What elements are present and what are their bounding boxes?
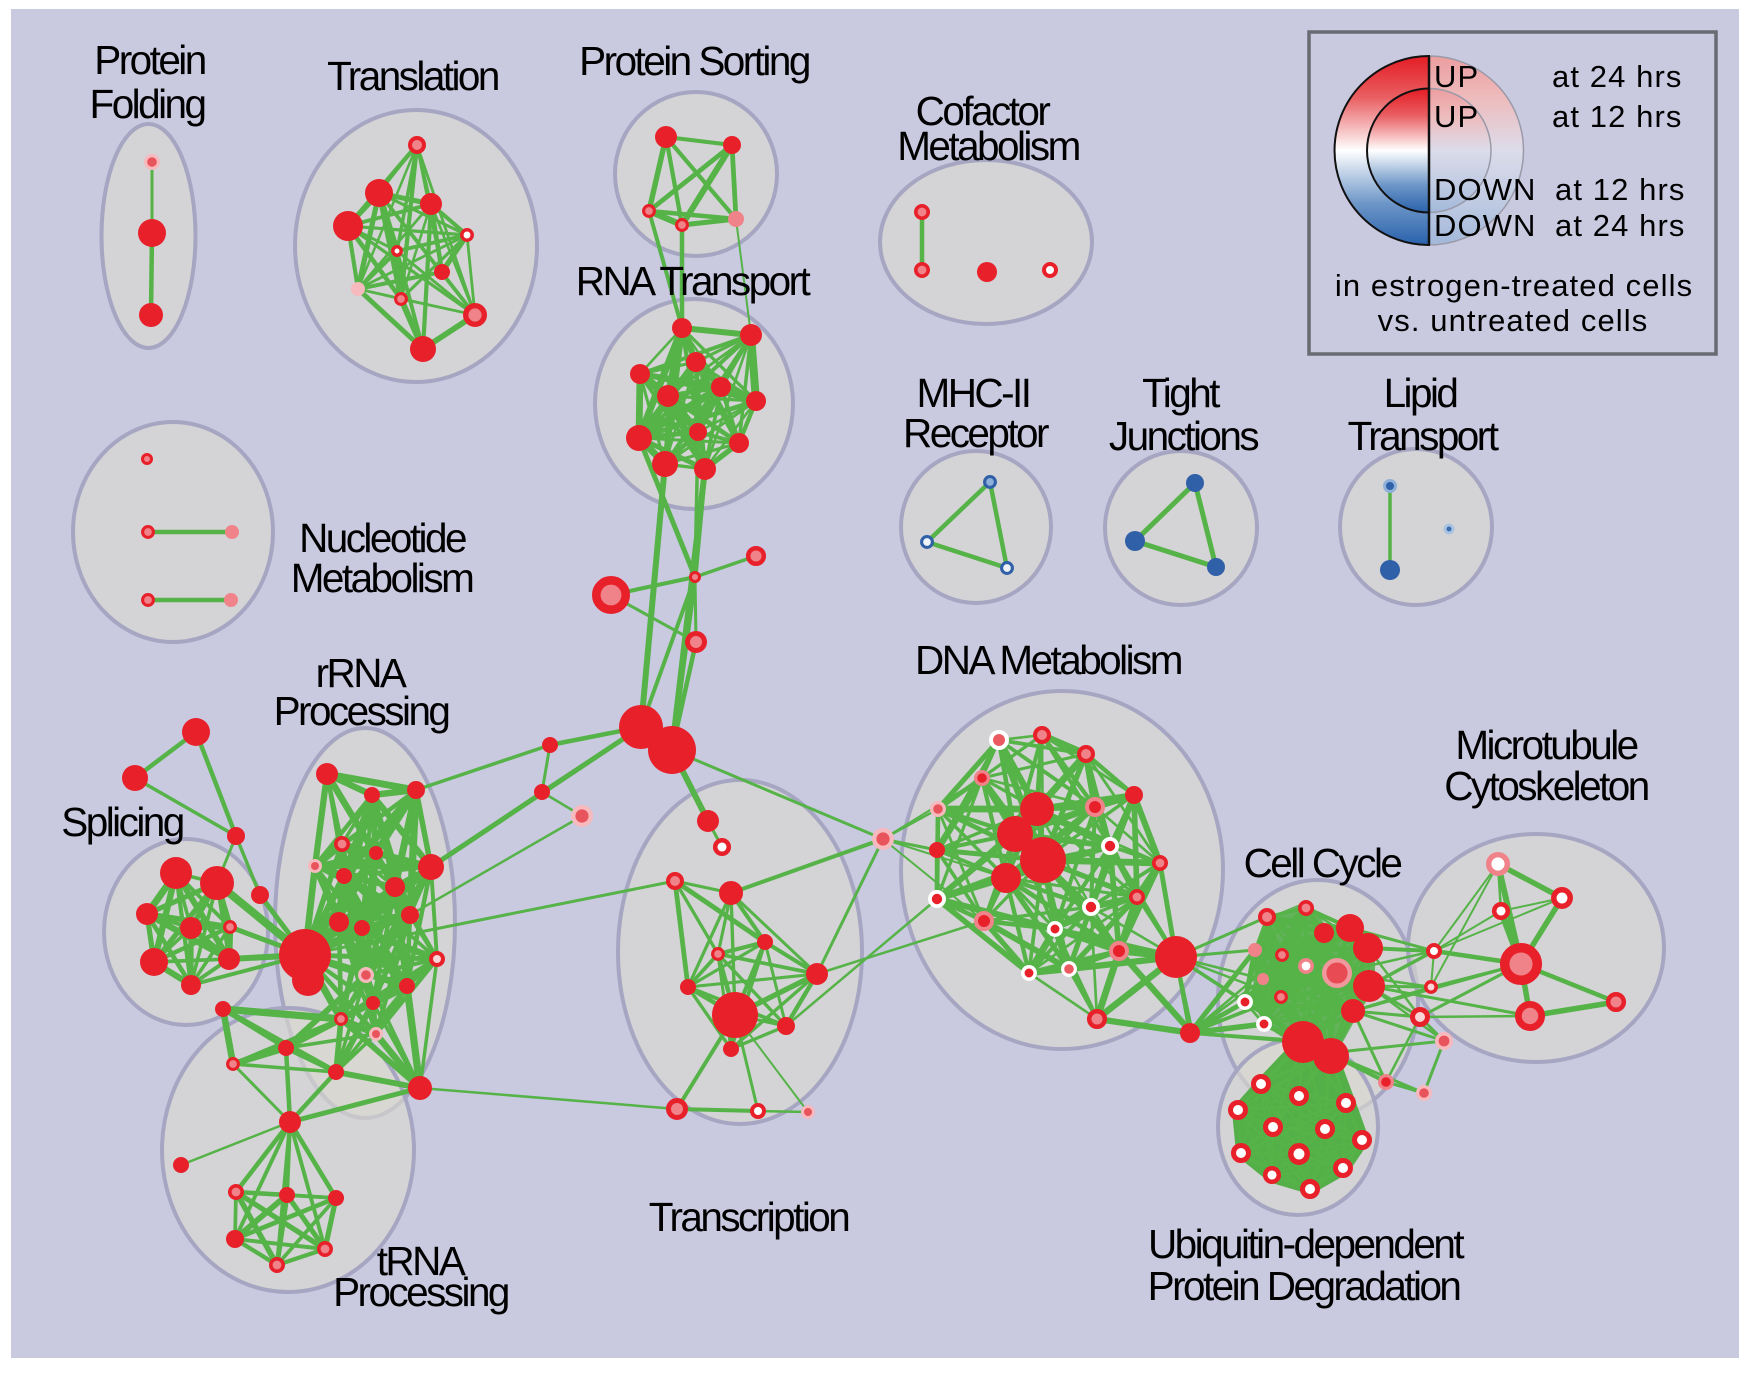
- svg-text:in estrogen-treated cells: in estrogen-treated cells: [1335, 268, 1693, 303]
- svg-text:Nucleotide: Nucleotide: [299, 515, 466, 561]
- svg-text:Translation: Translation: [327, 53, 498, 99]
- svg-text:Junctions: Junctions: [1109, 413, 1258, 459]
- svg-text:Splicing: Splicing: [61, 799, 182, 845]
- svg-text:Transcription: Transcription: [649, 1194, 848, 1240]
- svg-text:Ubiquitin-dependent: Ubiquitin-dependent: [1148, 1221, 1464, 1267]
- svg-text:DOWN: DOWN: [1434, 172, 1537, 207]
- svg-text:at 12 hrs: at 12 hrs: [1552, 99, 1683, 134]
- svg-text:Processing: Processing: [274, 688, 449, 734]
- svg-text:tRNA: tRNA: [377, 1238, 466, 1284]
- svg-text:UP: UP: [1434, 59, 1479, 94]
- svg-text:UP: UP: [1434, 99, 1479, 134]
- svg-text:Receptor: Receptor: [903, 410, 1049, 456]
- svg-text:Folding: Folding: [90, 81, 205, 127]
- svg-text:Metabolism: Metabolism: [897, 123, 1079, 169]
- svg-text:DNA Metabolism: DNA Metabolism: [915, 637, 1182, 683]
- svg-text:Tight: Tight: [1142, 370, 1220, 416]
- svg-text:Processing: Processing: [333, 1269, 508, 1315]
- svg-text:DOWN: DOWN: [1434, 208, 1537, 243]
- svg-text:rRNA: rRNA: [316, 650, 407, 696]
- svg-text:Protein Sorting: Protein Sorting: [579, 38, 809, 84]
- svg-text:Cytoskeleton: Cytoskeleton: [1444, 763, 1648, 809]
- svg-text:at 24 hrs: at 24 hrs: [1552, 59, 1683, 94]
- svg-text:RNA Transport: RNA Transport: [576, 258, 811, 304]
- svg-text:at 12 hrs: at 12 hrs: [1555, 172, 1686, 207]
- svg-text:MHC-II: MHC-II: [917, 370, 1030, 416]
- svg-text:Microtubule: Microtubule: [1455, 722, 1637, 768]
- svg-text:Cell Cycle: Cell Cycle: [1244, 840, 1402, 886]
- svg-text:Protein: Protein: [94, 37, 204, 83]
- svg-text:Transport: Transport: [1348, 413, 1499, 459]
- svg-text:vs. untreated cells: vs. untreated cells: [1378, 303, 1649, 338]
- svg-text:Metabolism: Metabolism: [291, 555, 473, 601]
- svg-text:at 24 hrs: at 24 hrs: [1555, 208, 1686, 243]
- svg-text:Lipid: Lipid: [1384, 370, 1457, 416]
- svg-text:Protein Degradation: Protein Degradation: [1148, 1263, 1460, 1309]
- svg-text:Cofactor: Cofactor: [916, 88, 1051, 134]
